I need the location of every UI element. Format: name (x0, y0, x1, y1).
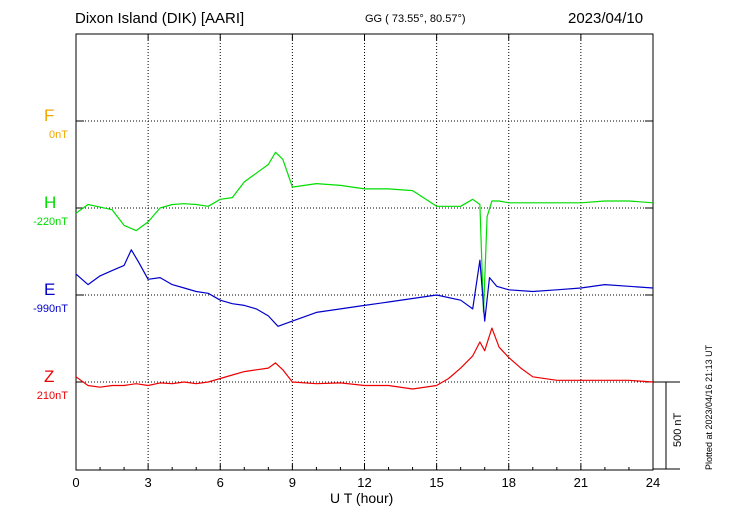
series-line-h (75, 151, 654, 313)
component-label-e: E (44, 280, 56, 299)
x-tick-label: 18 (502, 475, 516, 490)
component-baseline-f: 0nT (49, 129, 68, 141)
x-axis-ticks: 0 3 6 9 12 15 18 21 24 (72, 34, 660, 490)
plot-date: 2023/04/10 (568, 10, 644, 27)
component-label-f: F (44, 106, 55, 125)
component-baseline-e: -990nT (33, 303, 68, 315)
station-coordinates: GG ( 73.55°, 80.57°) (365, 13, 466, 25)
plot-border (75, 33, 654, 471)
component-label-h: H (44, 193, 57, 212)
component-baseline-h: -220nT (33, 216, 68, 228)
x-tick-label: 6 (217, 475, 224, 490)
x-tick-label: 0 (72, 475, 79, 490)
series-lines (75, 151, 654, 390)
x-axis-label: U T (hour) (330, 490, 394, 506)
grid-lines (76, 34, 653, 470)
plot-frame (75, 33, 654, 471)
series-line-e (75, 249, 654, 327)
x-tick-label: 12 (357, 475, 371, 490)
x-tick-label: 24 (646, 475, 660, 490)
scale-bar-label: 500 nT (672, 412, 684, 447)
series-line-z (75, 327, 654, 390)
scale-bar (653, 381, 680, 470)
x-tick-label: 21 (574, 475, 588, 490)
component-baseline-z: 210nT (36, 390, 68, 402)
x-tick-label: 15 (429, 475, 443, 490)
x-tick-label: 9 (289, 475, 296, 490)
plotted-timestamp: Plotted at 2023/04/16 21:13 UT (704, 344, 714, 470)
component-label-z: Z (44, 367, 55, 386)
x-tick-label: 3 (145, 475, 152, 490)
station-title: Dixon Island (DIK) [AARI] (75, 10, 245, 27)
